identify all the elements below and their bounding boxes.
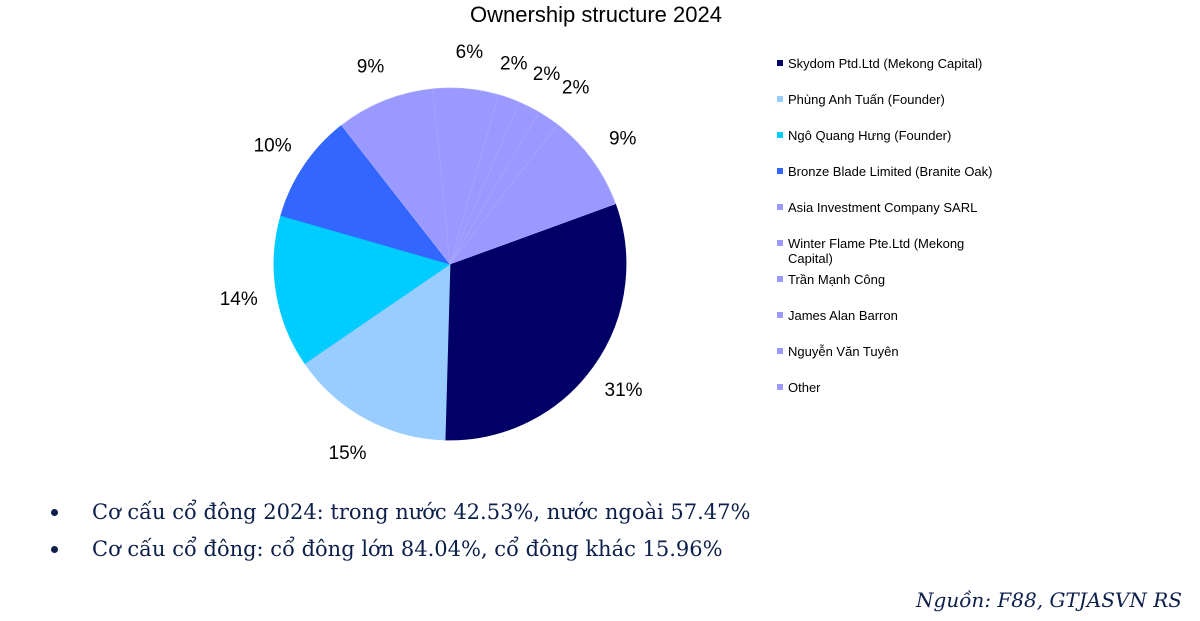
pie-slice: [280, 124, 452, 265]
bullet-item: Cơ cấu cổ đông 2024: trong nước 42.53%, …: [48, 494, 750, 531]
legend-label: Phùng Anh Tuấn (Founder): [788, 92, 945, 107]
legend-label: James Alan Barron: [788, 308, 898, 323]
bullet-list: Cơ cấu cổ đông 2024: trong nước 42.53%, …: [48, 494, 750, 568]
legend-swatch: [777, 96, 783, 102]
bullet-text: Cơ cấu cổ đông: cổ đông lớn 84.04%, cổ đ…: [92, 537, 723, 561]
legend-label: Asia Investment Company SARL: [788, 200, 977, 215]
legend-swatch: [777, 204, 783, 210]
bullet-dot: [51, 509, 58, 516]
legend-label: Trần Mạnh Công: [788, 272, 885, 287]
legend-label: Bronze Blade Limited (Branite Oak): [788, 164, 992, 179]
pie-slice: [448, 123, 616, 265]
slice-percent-label: 2%: [500, 53, 528, 74]
legend-swatch: [777, 312, 783, 318]
slice-percent-label: 10%: [254, 135, 292, 156]
legend-swatch: [777, 60, 783, 66]
slice-percent-label: 2%: [562, 78, 590, 99]
slice-percent-label: 31%: [605, 380, 643, 401]
bullet-dot: [51, 546, 58, 553]
slice-percent-label: 14%: [220, 289, 258, 310]
source-note: Nguồn: F88, GTJASVN RS: [916, 588, 1182, 612]
legend-swatch: [777, 132, 783, 138]
slice-percent-label: 9%: [609, 129, 637, 150]
slice-percent-label: 9%: [357, 56, 385, 77]
pie-slice: [304, 263, 451, 441]
legend-swatch: [777, 168, 783, 174]
ownership-pie-chart: Ownership structure 2024 31% 15% 14% 10% 9% 6…: [220, 2, 993, 464]
legend-swatch: [777, 348, 783, 354]
legend-swatch: [777, 240, 783, 246]
bullet-text: Cơ cấu cổ đông 2024: trong nước 42.53%, …: [92, 500, 751, 524]
pie-slice: [341, 88, 451, 266]
legend-label: Skydom Ptd.Ltd (Mekong Capital): [788, 56, 982, 71]
legend-swatch: [777, 384, 783, 390]
slice-percent-label: 2%: [533, 64, 561, 85]
pie-slice: [273, 214, 451, 364]
pie-slice: [444, 203, 627, 441]
slice-percent-label: 15%: [329, 443, 367, 464]
legend-label: Nguyễn Văn Tuyên: [788, 344, 899, 359]
slice-percent-label: 6%: [456, 42, 484, 63]
legend-label: Winter Flame Pte.Ltd (Mekong Capital): [788, 236, 964, 266]
chart-title: Ownership structure 2024: [470, 2, 722, 27]
bullet-item: Cơ cấu cổ đông: cổ đông lớn 84.04%, cổ đ…: [48, 531, 750, 568]
legend-label: Other: [788, 380, 821, 395]
legend-swatch: [777, 276, 783, 282]
legend-label: Ngô Quang Hưng (Founder): [788, 128, 951, 143]
